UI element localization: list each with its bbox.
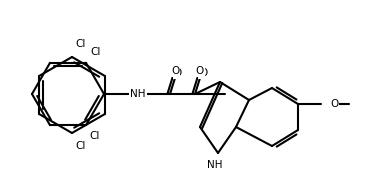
- Text: O: O: [199, 68, 207, 78]
- Text: O: O: [330, 99, 338, 109]
- Text: Cl: Cl: [75, 141, 85, 151]
- Text: O: O: [171, 66, 179, 76]
- Text: O: O: [174, 68, 182, 78]
- Text: NH: NH: [130, 89, 146, 99]
- Text: Cl: Cl: [89, 131, 99, 141]
- Text: Cl: Cl: [90, 47, 101, 57]
- Text: Cl: Cl: [75, 39, 85, 49]
- Text: NH: NH: [207, 160, 223, 170]
- Text: O: O: [196, 66, 204, 76]
